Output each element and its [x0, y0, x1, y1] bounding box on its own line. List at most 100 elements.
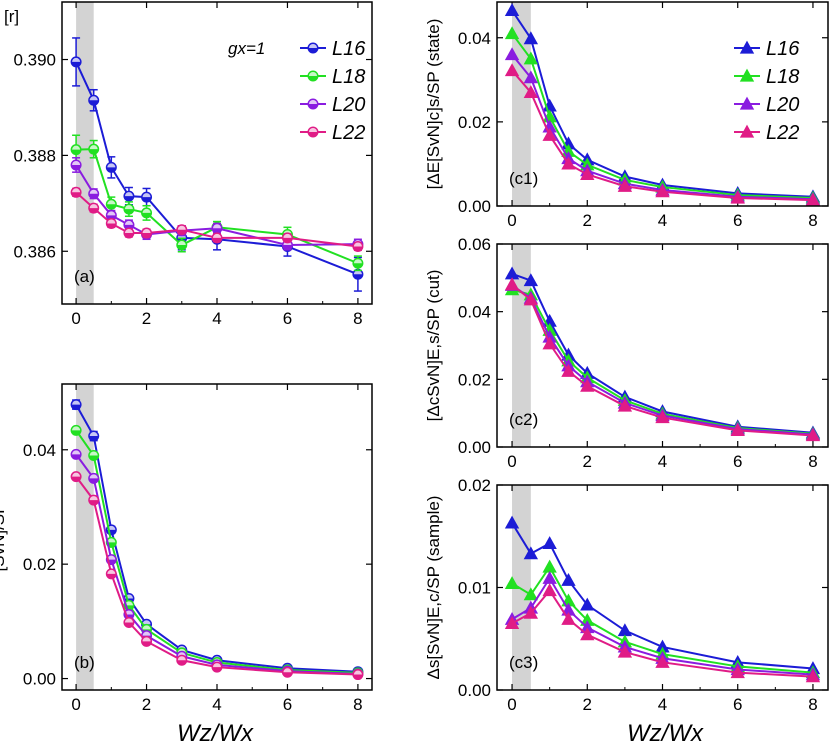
- legend-item-L22: L22: [300, 122, 365, 144]
- panel-c2: 0 2 4 6 8 0.00 0.02 0.04 0.06 (c2) [ΔcSvN]E,s/SP (…: [424, 235, 829, 471]
- series-line-L16: [75, 404, 358, 673]
- x-tick-label-b: 0: [71, 695, 80, 714]
- y-tick-label-c1: 0.04: [458, 29, 491, 48]
- legend-swatch-marker: [739, 40, 755, 54]
- legend-item-L18: L18: [734, 66, 799, 88]
- data-point-L22: [523, 292, 539, 306]
- x-tick-label-c1: 4: [658, 211, 667, 230]
- data-point-L22: [523, 605, 539, 619]
- data-point-L22: [105, 217, 117, 229]
- data-point-L22: [88, 202, 100, 214]
- y-axis-label-b: [SvN]/SP: [0, 503, 8, 572]
- x-tick-label-c3: 0: [507, 695, 516, 714]
- panel-label-c3: (c3): [509, 653, 538, 672]
- data-point-L20: [70, 159, 82, 171]
- data-point-L16: [352, 268, 364, 280]
- data-point-L22: [176, 654, 188, 666]
- data-point-L16: [504, 3, 520, 17]
- x-tick-label-c2: 8: [808, 452, 817, 471]
- data-point-L22: [655, 184, 670, 198]
- data-point-L16: [523, 273, 539, 287]
- y-tick-label-c2: 0.00: [458, 438, 491, 457]
- x-tick-label-c3: 6: [733, 695, 742, 714]
- panel-b: 0 2 4 6 8 0.00 0.02 0.04 (b) [SvN]/SP: [0, 383, 373, 714]
- data-point-L22: [123, 617, 135, 629]
- data-point-L16: [617, 623, 633, 637]
- y-axis-label-c2: [ΔcSvN]E,s/SP (cut): [424, 270, 443, 422]
- data-point-L22: [542, 336, 557, 350]
- y-axis-label-c1: [ΔE[SvN]c]s/SP (state): [424, 19, 443, 190]
- data-point-L18: [542, 559, 557, 573]
- x-tick-label-a: 0: [71, 309, 80, 328]
- legend-swatch-marker: [739, 124, 755, 138]
- data-point-L22: [561, 363, 576, 377]
- data-point-L22: [141, 227, 153, 239]
- x-tick-label-b: 4: [212, 695, 221, 714]
- x-tick-label-c1: 0: [507, 211, 516, 230]
- x-tick-label-b: 8: [353, 695, 362, 714]
- x-tick-label-c1: 6: [733, 211, 742, 230]
- y-tick-label-c2: 0.04: [458, 303, 491, 322]
- x-tick-label-c1: 2: [583, 211, 592, 230]
- data-point-L22: [617, 644, 633, 658]
- data-point-L16: [105, 161, 117, 173]
- legend-label: L20: [766, 94, 799, 116]
- panel-label-a: (a): [74, 267, 95, 286]
- data-point-L20: [211, 222, 223, 234]
- x-tick-label-b: 2: [142, 695, 151, 714]
- data-point-L22: [730, 190, 745, 204]
- x-tick-label-c3: 2: [583, 695, 592, 714]
- legend-swatch-marker: [739, 96, 755, 110]
- x-tick-label-c1: 8: [808, 211, 817, 230]
- y-tick-label-c1: 0.02: [458, 113, 491, 132]
- data-point-L18: [88, 449, 100, 461]
- data-point-L22: [655, 410, 670, 424]
- legend-label: L16: [766, 38, 800, 60]
- data-point-L18: [504, 576, 520, 589]
- x-tick-label-c2: 4: [658, 452, 667, 471]
- legend-item-L20: L20: [734, 94, 799, 116]
- data-point-L20: [70, 448, 82, 460]
- legend-swatch-marker: [307, 98, 319, 110]
- data-point-L22: [176, 224, 188, 236]
- data-point-L22: [617, 178, 633, 192]
- data-point-L16: [542, 536, 557, 550]
- x-tick-label-b: 6: [283, 695, 292, 714]
- data-point-L22: [655, 655, 670, 668]
- annotation-gx: gx=1: [228, 39, 265, 58]
- legend-label: L20: [332, 94, 365, 116]
- axes-frame-c3: [496, 484, 829, 691]
- legend-item-L18: L18: [300, 66, 365, 88]
- data-point-L20: [123, 219, 135, 231]
- shaded-region-a: [76, 2, 94, 304]
- data-point-L18: [88, 143, 100, 155]
- data-point-L18: [70, 144, 82, 156]
- plot-area-a: [70, 37, 364, 292]
- y-tick-label-c3: 0.02: [458, 476, 491, 495]
- data-point-L16: [88, 430, 100, 442]
- y-tick-label-c1: 0.00: [458, 197, 491, 216]
- data-point-L22: [88, 494, 100, 506]
- legend-swatch-marker: [307, 70, 319, 82]
- legend-label: L16: [332, 38, 366, 60]
- legend-item-L16: L16: [734, 38, 800, 60]
- axes-frame-a: [61, 1, 373, 305]
- data-point-L16: [141, 191, 153, 203]
- data-point-L16: [504, 515, 520, 529]
- panel-c3: 0 2 4 6 8 0.00 0.01 0.02 (c3) Δs[SvN]E,c/SP (samp…: [424, 476, 829, 714]
- plot-area-c3: [504, 515, 821, 683]
- data-point-L18: [141, 207, 153, 219]
- y-tick-label-b: 0.04: [23, 441, 56, 460]
- data-point-L18: [70, 424, 82, 436]
- data-point-L16: [523, 546, 539, 560]
- data-point-L22: [211, 661, 223, 673]
- legend-c1: L16 L18 L20 L22: [734, 38, 800, 144]
- y-axis-label-a: [r]: [4, 7, 19, 26]
- data-point-L16: [580, 597, 595, 611]
- data-point-L16: [123, 190, 135, 202]
- data-point-L22: [561, 611, 576, 625]
- x-tick-label-a: 8: [353, 309, 362, 328]
- data-point-L22: [580, 167, 595, 181]
- data-point-L22: [70, 186, 82, 198]
